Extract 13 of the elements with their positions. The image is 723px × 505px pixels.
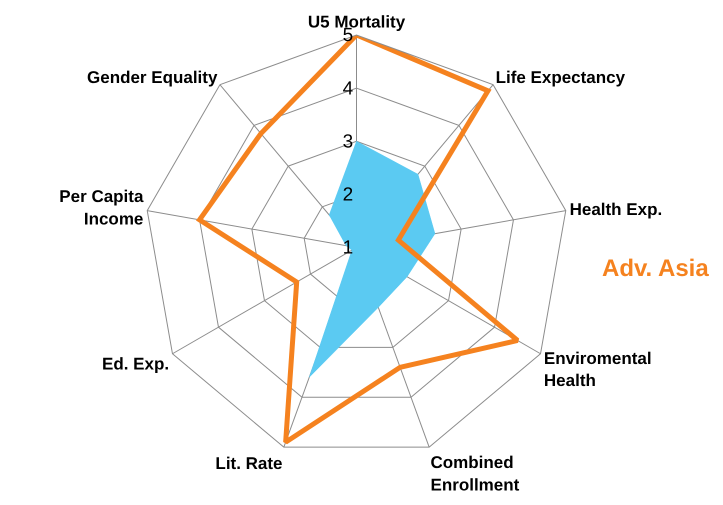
spoke-label: Gender Equality [87,68,218,87]
spoke-label: Health Exp. [570,200,662,220]
spoke-label: Per Capita Income [59,187,144,228]
text: Adv. Asia [602,255,710,282]
spoke-label: Lit. Rate [215,454,282,473]
y-tick-label: 2 [342,184,354,206]
spoke-label: Ed. Exp. [102,354,170,374]
y-tick-label: 3 [342,131,354,152]
spoke-label: Life Expectancy [496,68,626,87]
spoke-label: Enviromental Health [544,348,652,390]
y-tick-label: 4 [342,78,354,100]
y-tick-label: 1 [342,238,354,259]
spoke-label: Combined Enrollment [430,453,520,494]
